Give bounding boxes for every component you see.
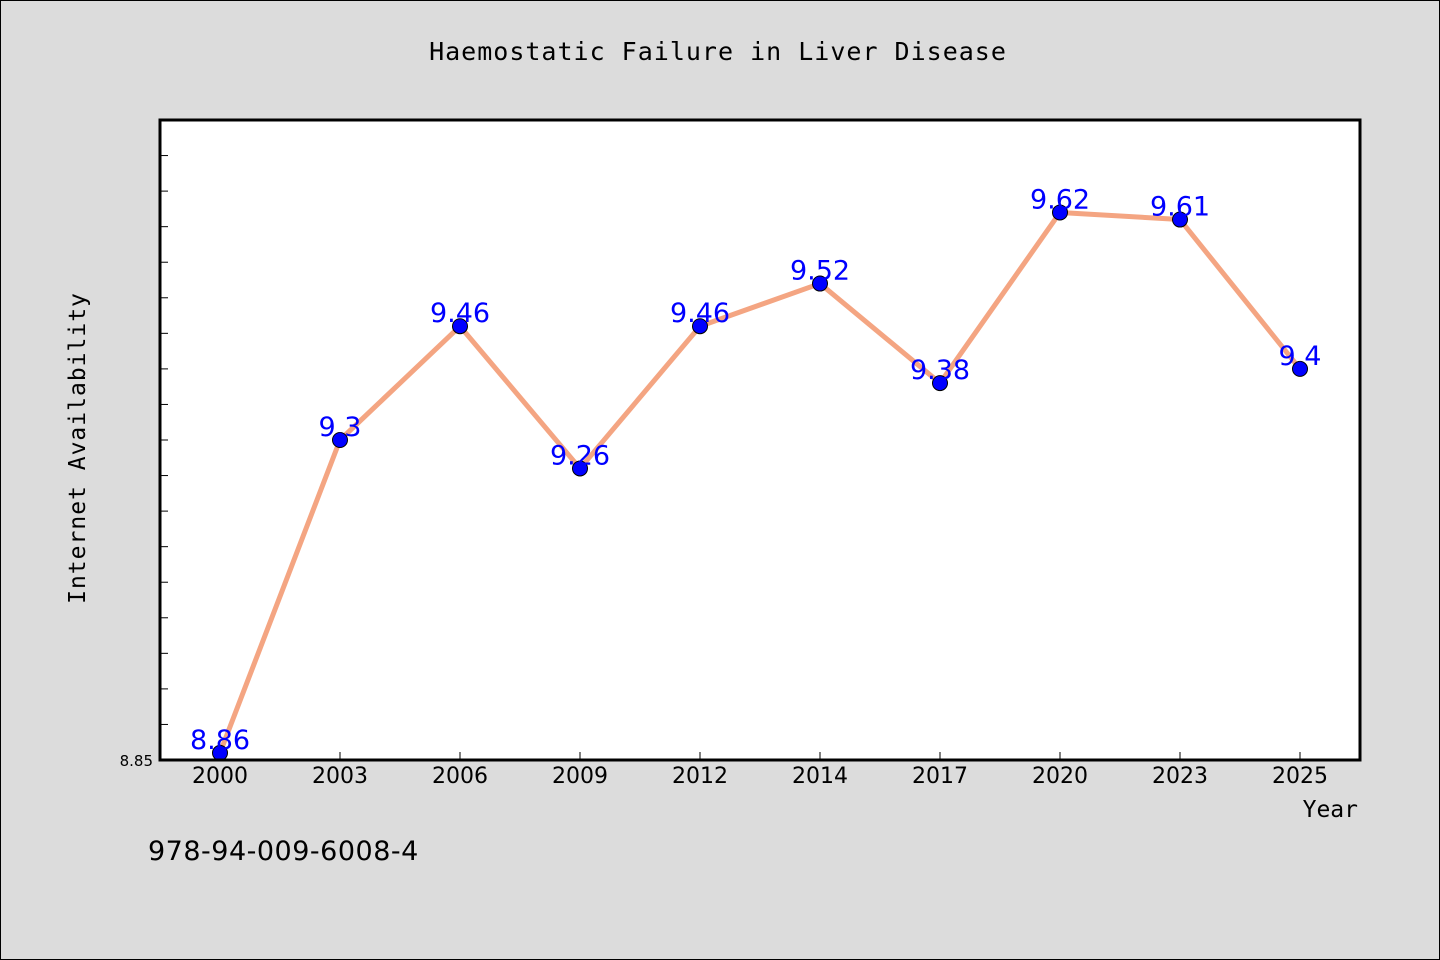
x-tick-label: 2023	[1152, 764, 1208, 789]
data-label: 9.4	[1279, 341, 1322, 372]
data-label: 9.61	[1150, 192, 1210, 223]
data-label: 9.52	[790, 256, 850, 287]
plot-area	[160, 120, 1360, 760]
x-tick-label: 2006	[432, 764, 488, 789]
data-point	[812, 275, 828, 292]
x-tick-label: 2012	[672, 764, 728, 789]
data-label: 9.26	[550, 440, 610, 471]
x-tick-label: 2020	[1032, 764, 1088, 789]
x-axis-ticks: 2000 2003 2006 2009 2012 2014 2017 2020 2023 2025	[192, 752, 1328, 789]
data-point	[692, 318, 708, 335]
y-tick-label: 8.85	[120, 752, 153, 770]
x-axis-label: Year	[1303, 797, 1358, 823]
x-tick-label: 2014	[792, 764, 848, 789]
data-point	[1172, 211, 1188, 228]
plot-frame	[158, 118, 1362, 762]
data-labels-layer: 8.86 9.3 9.46 9.26 9.46 9.52 9.38 9.62 9.61 9.4	[190, 184, 1322, 755]
series-line	[217, 209, 1303, 756]
x-tick-label: 2009	[552, 764, 608, 789]
data-label: 8.86	[190, 725, 250, 756]
y-axis-label: Internet Availability	[65, 292, 91, 604]
data-label: 9.62	[1030, 184, 1090, 215]
x-tick-label: 2017	[912, 764, 968, 789]
x-tick-label: 2003	[312, 764, 368, 789]
data-label: 9.46	[430, 298, 490, 329]
data-label: 9.3	[319, 412, 362, 443]
data-point	[1052, 204, 1068, 221]
data-point	[1292, 360, 1308, 377]
data-point	[572, 460, 588, 477]
x-tick-label: 2025	[1272, 764, 1328, 789]
data-label: 9.38	[910, 355, 970, 386]
data-label: 9.46	[670, 298, 730, 329]
chart-title: Haemostatic Failure in Liver Disease	[429, 37, 1007, 66]
series-layer	[212, 204, 1308, 761]
data-point	[932, 375, 948, 392]
isbn-text: 978-94-009-6008-4	[148, 836, 419, 867]
data-point	[332, 432, 348, 448]
x-tick-label: 2000	[192, 764, 248, 789]
data-point	[452, 318, 468, 335]
